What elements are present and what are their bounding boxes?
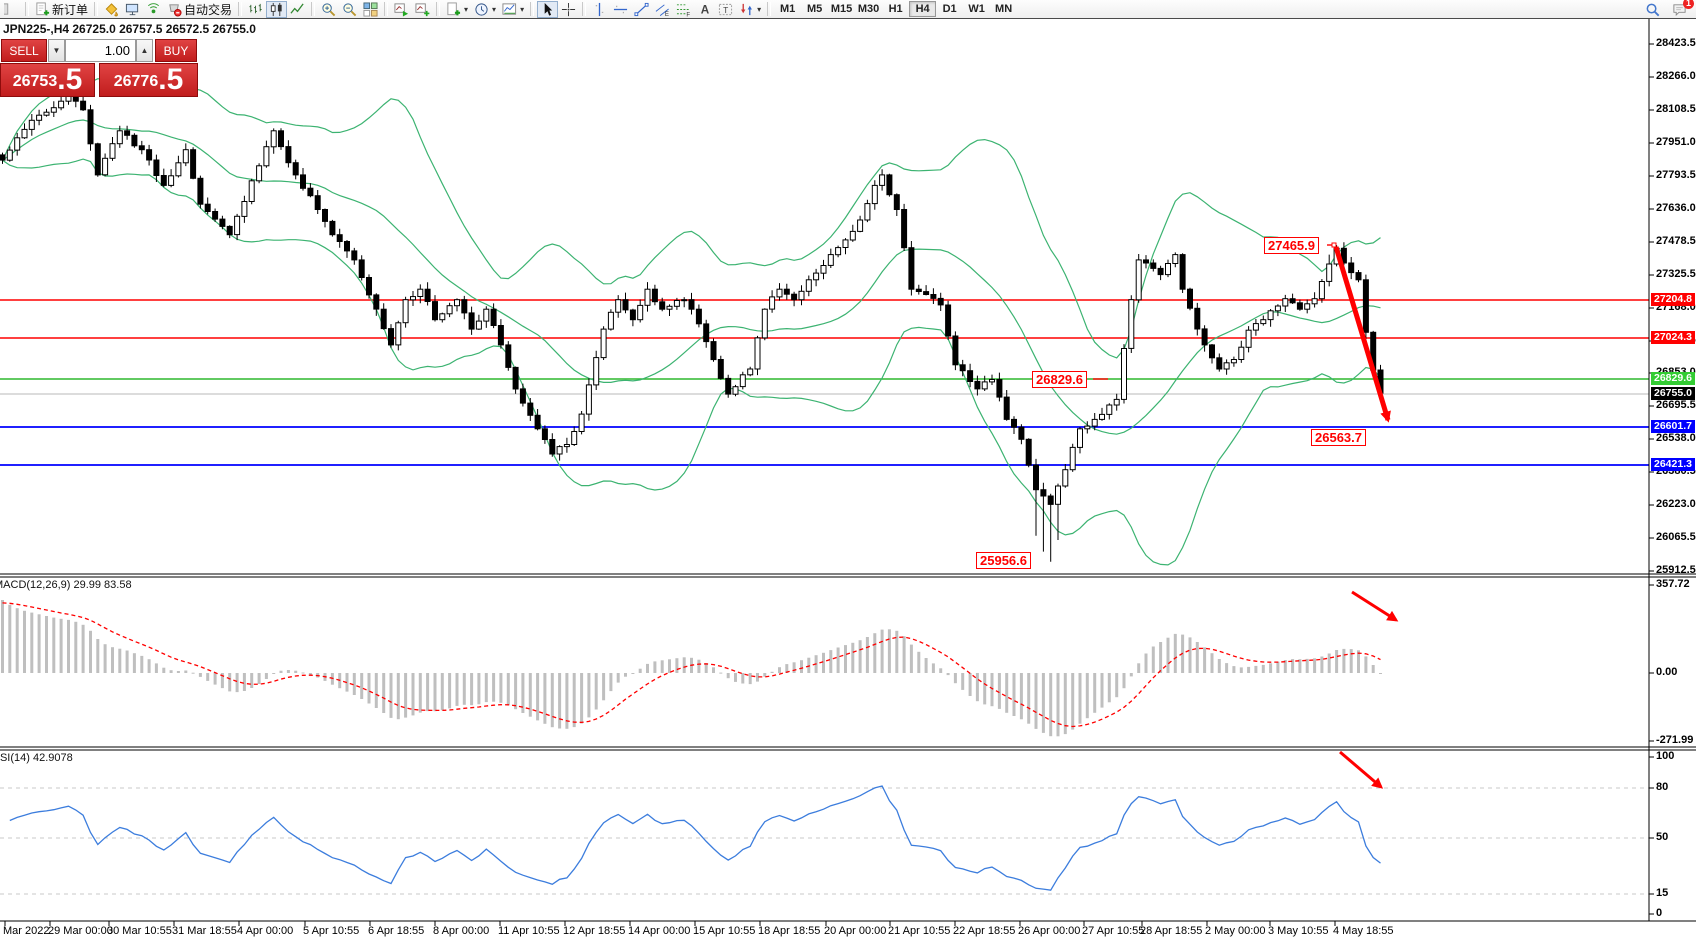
candlestick-chart-icon[interactable]	[266, 0, 288, 18]
toolbar-separator	[582, 2, 587, 16]
toolbar-separator	[436, 2, 441, 16]
horizontal-line-icon[interactable]	[610, 1, 631, 18]
templates-icon[interactable]: ▾	[499, 1, 527, 18]
text-label-icon[interactable]: T	[715, 1, 736, 18]
auto-scroll-icon[interactable]	[391, 1, 412, 18]
vertical-line-icon[interactable]	[589, 1, 610, 18]
toolbar-separator	[25, 2, 29, 16]
trendline-icon[interactable]	[631, 1, 652, 18]
toolbar-separator	[238, 2, 243, 16]
svg-text:A: A	[701, 3, 710, 16]
timeframe-m1-button[interactable]: M1	[779, 3, 796, 15]
terminal-icon[interactable]	[122, 1, 143, 18]
chart-shift-icon[interactable]	[412, 1, 433, 18]
svg-text:T: T	[723, 5, 728, 15]
timeframe-m30-button[interactable]: M30	[857, 3, 880, 15]
signals-icon[interactable]	[143, 1, 164, 18]
crosshair-icon[interactable]	[558, 1, 579, 18]
toolbar: 新订单 自动交易 ▾ ▾ ▾ E F A T ▾ M1 M5 M15 M30 H1 H4 D1 W1 MN 1	[0, 0, 1696, 19]
svg-text:E: E	[665, 11, 669, 17]
dropdown-caret-icon: ▾	[520, 4, 525, 14]
auto-trading-icon[interactable]: 自动交易	[164, 1, 235, 18]
periods-icon[interactable]: ▾	[471, 1, 499, 18]
timeframe-d1-button[interactable]: D1	[942, 3, 957, 15]
zoom-in-icon[interactable]	[318, 1, 339, 18]
text-icon[interactable]: A	[694, 1, 715, 18]
toolbar-separator	[311, 2, 316, 16]
tile-windows-icon[interactable]	[360, 1, 381, 18]
new-order-icon-label: 新订单	[52, 2, 89, 17]
zoom-out-icon[interactable]	[339, 1, 360, 18]
auto-trading-icon-label: 自动交易	[184, 2, 233, 17]
toolbar-separator	[384, 2, 389, 16]
svg-text:F: F	[686, 11, 690, 16]
search-icon[interactable]	[1642, 1, 1663, 18]
toolbar-separator	[94, 2, 99, 16]
timeframe-m5-button[interactable]: M5	[806, 3, 823, 15]
bar-chart-icon[interactable]	[245, 1, 266, 18]
fibonacci-icon[interactable]: F	[673, 1, 694, 18]
timeframe-w1-button[interactable]: W1	[968, 3, 985, 15]
timeframe-m15-button[interactable]: M15	[830, 3, 853, 15]
notification-badge: 1	[1683, 0, 1694, 9]
dropdown-caret-icon: ▾	[492, 4, 497, 14]
toolbar-separator	[530, 2, 535, 16]
dropdown-caret-icon: ▾	[464, 4, 469, 14]
cursor-icon[interactable]	[537, 0, 559, 18]
timeframe-h1-button[interactable]: H1	[888, 3, 903, 15]
dropdown-caret-icon: ▾	[757, 4, 762, 14]
chart-region[interactable]: JPN225-,H4 26725.0 26757.5 26572.5 26755…	[0, 19, 1696, 938]
partial-icon[interactable]	[1, 1, 22, 18]
styler-icon[interactable]	[101, 1, 122, 18]
price-chart-canvas	[0, 19, 1696, 926]
toolbar-separator	[767, 2, 772, 16]
timeframe-mn-button[interactable]: MN	[995, 3, 1013, 15]
timeframe-h4-button[interactable]: H4	[909, 1, 937, 17]
line-chart-icon[interactable]	[287, 1, 308, 18]
add-indicator-icon[interactable]: ▾	[443, 1, 471, 18]
arrows-icon[interactable]: ▾	[736, 1, 764, 18]
new-order-icon[interactable]: 新订单	[32, 1, 91, 18]
notifications-chat-icon[interactable]: 1	[1669, 0, 1694, 18]
channel-icon[interactable]: E	[652, 1, 673, 18]
